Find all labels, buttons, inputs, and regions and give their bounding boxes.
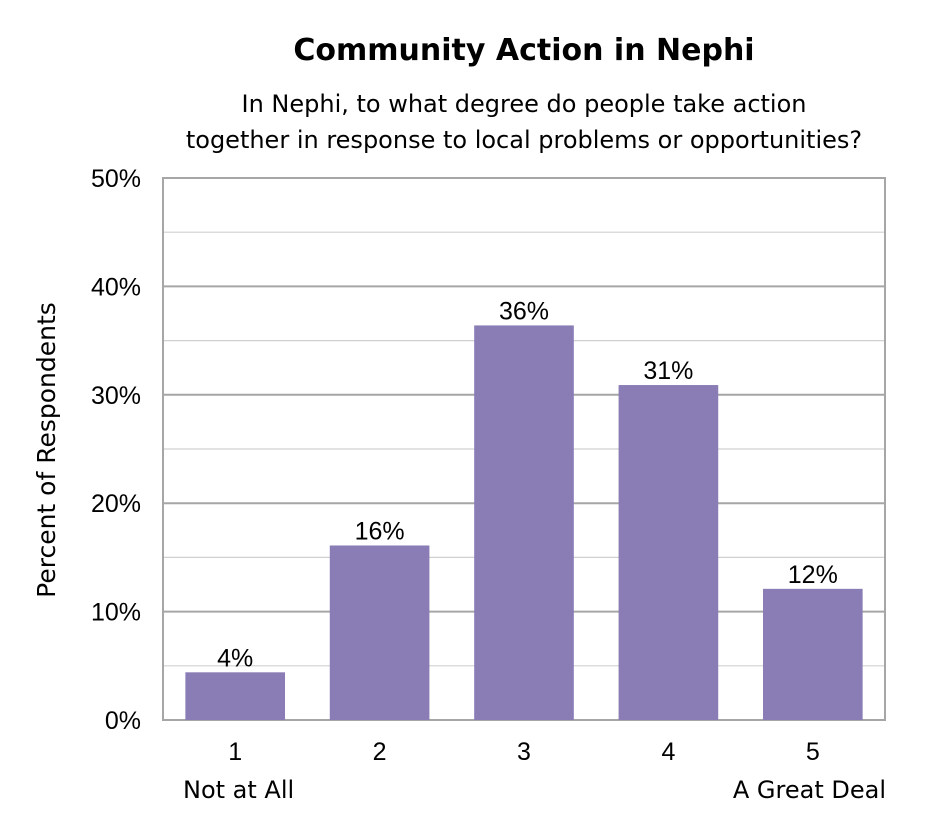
chart-subtitle-line-2: together in response to local problems o… xyxy=(186,126,862,154)
x-category-sublabel: A Great Deal xyxy=(733,776,886,804)
x-tick-label: 2 xyxy=(373,738,387,766)
x-tick-label: 1 xyxy=(228,738,242,766)
data-label: 36% xyxy=(499,297,549,325)
x-category-sublabel: Not at All xyxy=(183,776,294,804)
y-tick-label: 0% xyxy=(105,707,141,735)
x-tick-label: 4 xyxy=(661,738,675,766)
y-tick-label: 50% xyxy=(91,165,141,193)
bar xyxy=(762,588,863,720)
plot-area: 0% 10% 20% 30% 40% 50% 4% 1 16% 2 36% 3 31% 4 12% 5 Not … xyxy=(91,165,886,804)
chart-title: Community Action in Nephi xyxy=(293,33,754,68)
y-tick-label: 10% xyxy=(91,599,141,627)
bar xyxy=(474,325,574,720)
chart-subtitle-line-1: In Nephi, to what degree do people take … xyxy=(241,90,806,118)
y-axis-title: Percent of Respondents xyxy=(32,302,61,598)
data-label: 12% xyxy=(788,561,838,589)
bar xyxy=(185,672,286,720)
x-tick-label: 3 xyxy=(517,738,531,766)
data-label: 31% xyxy=(643,357,693,385)
y-tick-label: 30% xyxy=(91,382,141,410)
bar xyxy=(329,545,430,720)
y-tick-label: 20% xyxy=(91,490,141,518)
data-label: 16% xyxy=(355,517,405,545)
y-tick-label: 40% xyxy=(91,273,141,301)
x-tick-label: 5 xyxy=(806,738,820,766)
bar xyxy=(618,385,719,720)
data-label: 4% xyxy=(217,644,253,672)
